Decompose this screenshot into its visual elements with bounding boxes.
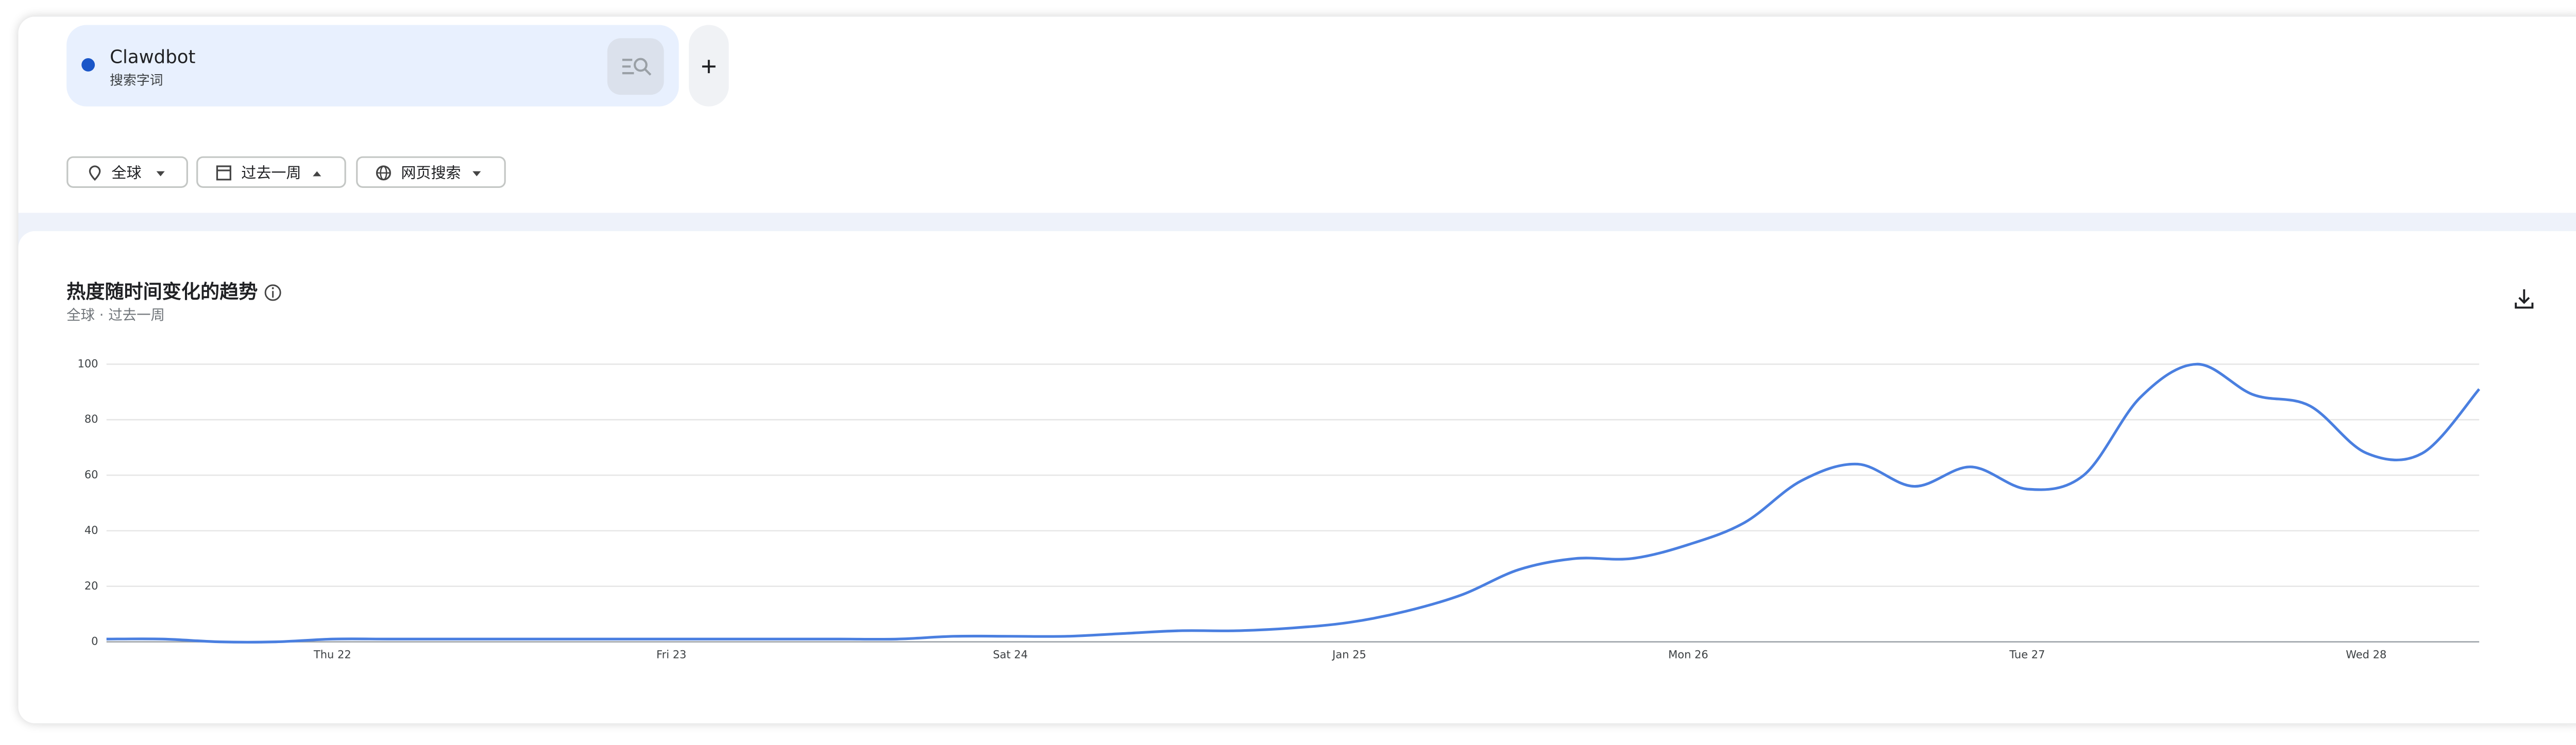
x-tick-label: Wed 28	[2346, 648, 2386, 661]
time-filter[interactable]: 过去一周	[196, 156, 346, 188]
frame	[18, 16, 2576, 723]
chart-subtitle: 全球 · 过去一周	[66, 307, 165, 323]
download-icon[interactable]	[2515, 289, 2534, 309]
x-tick-label: Jan 25	[1331, 648, 1366, 661]
chip-icons	[216, 165, 321, 181]
x-tick-label: Fri 23	[656, 648, 686, 661]
chip-icons	[89, 165, 165, 181]
series-dot	[81, 58, 95, 72]
series-line	[106, 362, 2481, 644]
y-tick-label: 20	[84, 580, 98, 592]
y-tick-label: 0	[91, 635, 98, 648]
add-term-button[interactable]	[689, 25, 729, 107]
y-tick-label: 80	[84, 413, 98, 425]
info-icon[interactable]	[264, 284, 281, 301]
term-name: Clawdbot	[110, 46, 196, 68]
chart-title: 热度随时间变化的趋势	[66, 281, 258, 303]
term-kind: 搜索字词	[110, 73, 163, 89]
x-tick-label: Tue 27	[2009, 648, 2045, 661]
compare-button[interactable]	[607, 38, 664, 95]
filter-label: 网页搜索	[401, 166, 461, 183]
search-icon	[622, 58, 652, 76]
x-tick-label: Sat 24	[993, 648, 1028, 661]
y-tick-label: 60	[84, 469, 98, 481]
filter-label: 全球	[111, 166, 142, 183]
property-filter[interactable]: 网页搜索	[356, 156, 506, 188]
chip-icons	[376, 165, 481, 181]
filter-label: 过去一周	[241, 166, 301, 183]
y-tick-label: 100	[77, 357, 98, 370]
y-tick-label: 40	[84, 524, 98, 536]
x-tick-label: Mon 26	[1668, 648, 1708, 661]
search-term-card[interactable]: Clawdbot 搜索字词	[66, 25, 679, 107]
x-tick-label: Thu 22	[313, 648, 351, 661]
region-filter[interactable]: 全球	[66, 156, 188, 188]
plus-icon	[702, 60, 716, 74]
